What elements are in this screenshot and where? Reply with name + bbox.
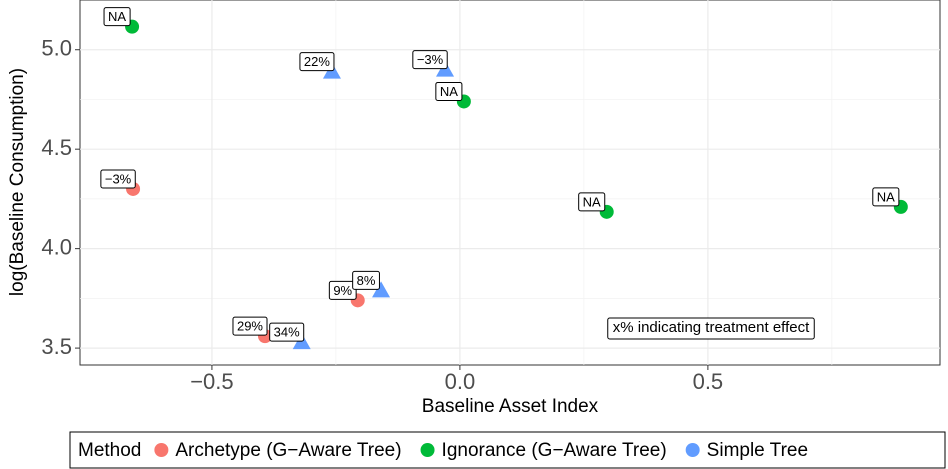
- label-box: [872, 187, 900, 207]
- point-label: 29%: [232, 316, 268, 336]
- label-text: −3%: [105, 171, 132, 186]
- point-label: 22%: [299, 52, 335, 72]
- label-text: 22%: [304, 54, 330, 69]
- label-box: [578, 192, 606, 212]
- point-label: 8%: [352, 270, 380, 290]
- label-text: 9%: [333, 283, 352, 298]
- label-box: [435, 81, 463, 101]
- y-tick-label: 4.5: [41, 135, 72, 160]
- y-tick-label: 3.5: [41, 334, 72, 359]
- legend-title: Method: [78, 440, 141, 461]
- x-tick-label: 0.0: [445, 369, 476, 394]
- label-box: [352, 270, 380, 290]
- point-label: −3%: [412, 50, 448, 70]
- y-axis-title: log(Baseline Consumption): [7, 68, 28, 296]
- label-text: 34%: [274, 325, 300, 340]
- grid: [80, 0, 940, 365]
- label-box: [232, 316, 268, 336]
- x-tick-label: −0.5: [190, 369, 233, 394]
- x-axis-title: Baseline Asset Index: [422, 396, 599, 417]
- label-text: NA: [108, 9, 126, 24]
- annotation-box: [607, 317, 815, 340]
- point: [372, 281, 391, 298]
- x-tick-label: 0.5: [693, 369, 724, 394]
- label-box: [299, 52, 335, 72]
- legend-label: Simple Tree: [707, 440, 808, 461]
- annotation-text: x% indicating treatment effect: [613, 319, 810, 336]
- label-box: [269, 322, 305, 342]
- label-text: NA: [583, 194, 601, 209]
- annotation: x% indicating treatment effect: [607, 317, 815, 340]
- label-text: NA: [877, 189, 895, 204]
- point-label: 34%: [269, 322, 305, 342]
- label-text: 29%: [237, 319, 263, 334]
- point-label: NA: [578, 192, 606, 212]
- label-box: [412, 50, 448, 70]
- legend-key: [685, 443, 700, 457]
- label-box: [103, 7, 131, 27]
- point-label: NA: [103, 7, 131, 27]
- y-tick-label: 5.0: [41, 36, 72, 61]
- label-text: −3%: [417, 52, 444, 67]
- legend-label: Archetype (G−Aware Tree): [175, 440, 401, 461]
- point-label: 9%: [328, 280, 357, 300]
- label-text: 8%: [357, 273, 376, 288]
- legend-key: [420, 443, 435, 457]
- panel: [79, 0, 941, 366]
- y-tick-label: 4.0: [41, 234, 72, 259]
- label-text: NA: [440, 84, 458, 99]
- point-label: NA: [435, 81, 463, 101]
- label-box: [328, 280, 357, 300]
- point-label: NA: [872, 187, 900, 207]
- point-label: −3%: [100, 169, 136, 189]
- legend-label: Ignorance (G−Aware Tree): [442, 440, 667, 461]
- label-box: [100, 169, 136, 189]
- legend-box: [69, 431, 946, 469]
- legend-key: [154, 443, 169, 457]
